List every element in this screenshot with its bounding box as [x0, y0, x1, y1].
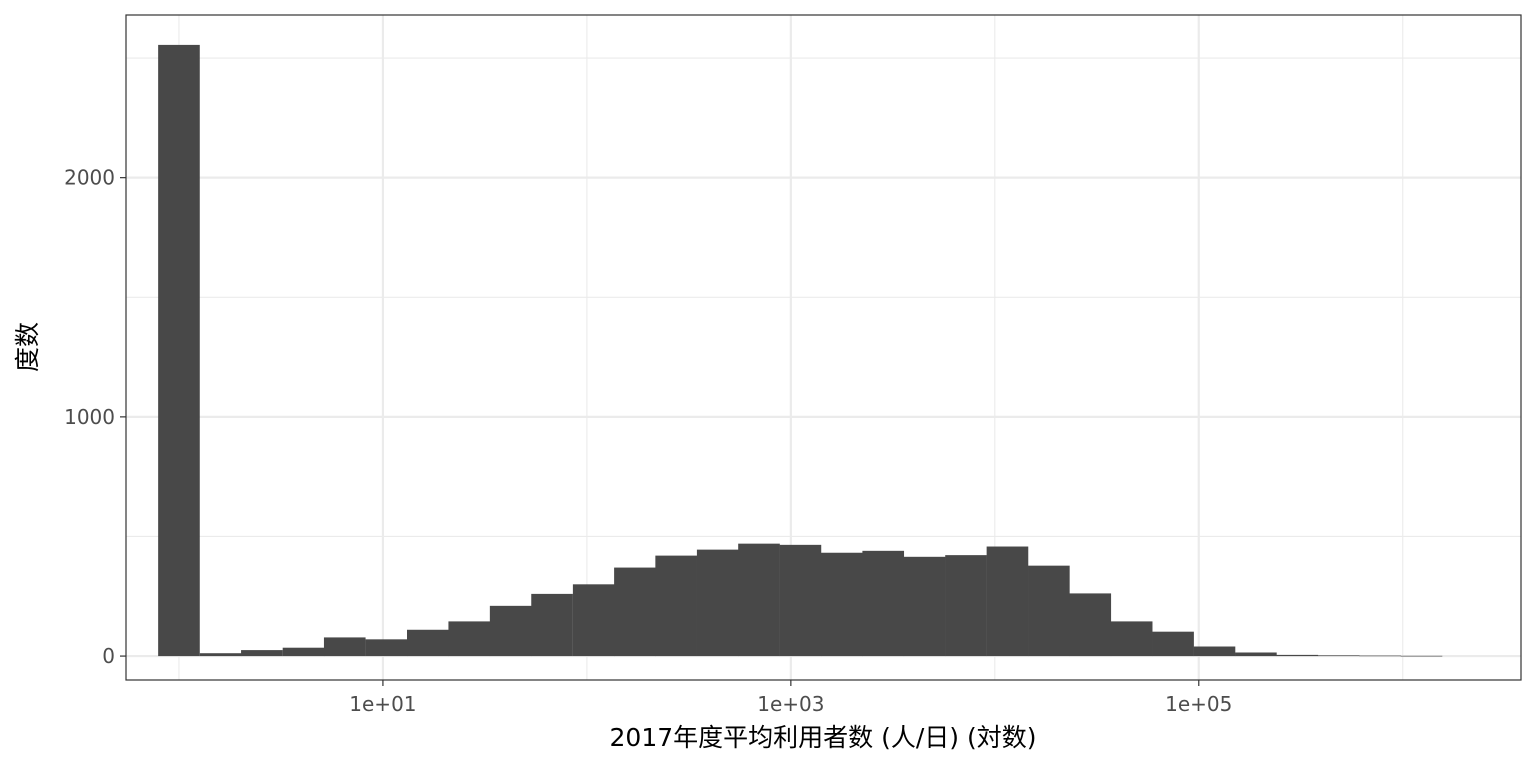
- histogram-bar: [282, 647, 325, 657]
- x-tick-label: 1e+03: [757, 692, 824, 716]
- histogram-bar: [241, 650, 283, 657]
- histogram-bar: [1193, 646, 1236, 657]
- histogram-bar: [1028, 565, 1070, 657]
- plot-frame: [125, 14, 1522, 681]
- y-axis-title: 度数: [13, 322, 42, 372]
- histogram-bar: [945, 555, 987, 657]
- histogram-bar: [1400, 655, 1443, 657]
- histogram-bar: [531, 593, 573, 657]
- histogram-bar: [489, 605, 532, 657]
- histogram-bar: [1069, 593, 1112, 657]
- grid-lines: [126, 15, 1521, 680]
- y-tick-label: 2000: [64, 166, 115, 190]
- histogram-bar: [862, 550, 905, 657]
- y-tick-label: 0: [102, 644, 115, 668]
- bars: [158, 44, 1443, 657]
- histogram-bar: [779, 544, 822, 657]
- x-axis: 1e+01 1e+03 1e+05: [349, 680, 1232, 716]
- histogram-bar: [903, 556, 946, 657]
- histogram-bar: [738, 543, 780, 657]
- histogram-bar: [448, 621, 491, 657]
- histogram-bar: [572, 584, 615, 657]
- y-axis: 0 1000 2000: [64, 166, 126, 668]
- histogram-bar: [158, 44, 200, 657]
- histogram-bar: [986, 546, 1029, 657]
- histogram-bar: [1235, 652, 1277, 657]
- histogram-bar: [323, 637, 366, 657]
- histogram-bar: [1317, 655, 1360, 657]
- histogram-bar: [1110, 621, 1153, 657]
- histogram-bar: [1152, 631, 1194, 657]
- histogram-bar: [696, 549, 739, 657]
- histogram-bar: [199, 653, 242, 657]
- x-axis-title: 2017年度平均利用者数 (人/日) (対数): [610, 723, 1037, 752]
- x-tick-label: 1e+05: [1165, 692, 1232, 716]
- histogram-bar: [406, 629, 449, 657]
- histogram-bar: [365, 639, 408, 657]
- histogram-bar: [614, 567, 656, 657]
- y-tick-label: 1000: [64, 405, 115, 429]
- histogram-bar: [1359, 655, 1401, 657]
- histogram-bar: [821, 552, 863, 657]
- histogram-bar: [1276, 654, 1319, 657]
- x-tick-label: 1e+01: [349, 692, 416, 716]
- histogram-bar: [655, 555, 697, 657]
